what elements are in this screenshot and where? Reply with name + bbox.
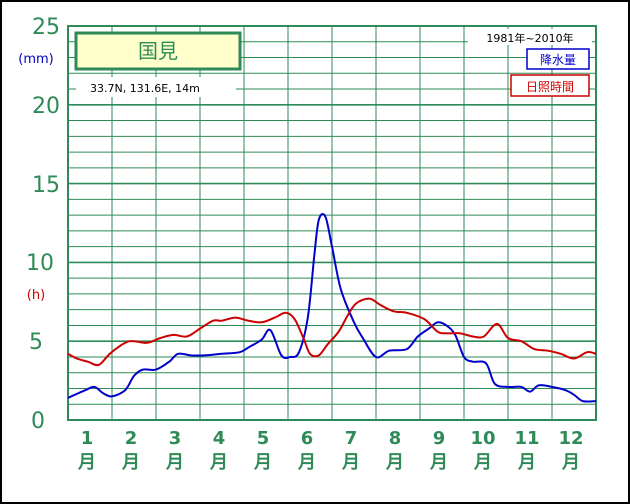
x-tick-label: 10 [470, 428, 495, 449]
x-tick-unit: 月 [297, 452, 316, 473]
location-info: 33.7N, 131.6E, 14m [90, 82, 200, 95]
y-tick-label: 5 [29, 330, 43, 355]
station-title-box [74, 31, 242, 71]
x-tick-unit: 月 [473, 452, 492, 473]
legend-sunshine: 日照時間 [526, 80, 574, 94]
x-tick-unit: 月 [165, 452, 184, 473]
x-tick-labels: 1 月 2 月 3 月 4 月 5 月 6 月 7 月 8 月 9 月 10 月 11 月 12 月 [77, 428, 584, 473]
x-tick-unit: 月 [517, 452, 536, 473]
legend-sunshine-box [510, 74, 590, 97]
y-tick-label: 15 [32, 173, 60, 198]
series-line-precipitation [67, 213, 597, 403]
legend-precip-box [526, 48, 590, 70]
x-tick-unit: 月 [385, 452, 404, 473]
x-tick-label: 8 [389, 428, 402, 449]
x-tick-unit: 月 [341, 452, 360, 473]
x-tick-label: 5 [257, 428, 270, 449]
period-label: 1981年~2010年 [486, 31, 573, 45]
x-tick-label: 6 [301, 428, 314, 449]
plot-border [67, 25, 597, 421]
x-tick-unit: 月 [253, 452, 272, 473]
x-tick-unit: 月 [121, 452, 140, 473]
y-tick-label: 25 [32, 15, 60, 40]
x-tick-label: 11 [514, 428, 539, 449]
series-line-sunshine [67, 297, 597, 367]
precip-unit-label: (mm) [18, 52, 53, 67]
x-tick-label: 1 [81, 428, 94, 449]
sunshine-unit-label: (h) [27, 288, 45, 303]
period-bg [468, 29, 592, 45]
x-tick-label: 7 [345, 428, 358, 449]
y-tick-labels: 25 20 15 10 5 0 [26, 15, 60, 434]
legend-precip: 降水量 [540, 53, 576, 67]
x-tick-unit: 月 [561, 452, 580, 473]
series-group [67, 213, 597, 403]
x-tick-unit: 月 [77, 452, 96, 473]
x-tick-label: 2 [125, 428, 138, 449]
x-tick-unit: 月 [209, 452, 228, 473]
x-tick-label: 12 [558, 428, 583, 449]
x-tick-label: 4 [213, 428, 226, 449]
x-tick-label: 3 [169, 428, 182, 449]
x-tick-unit: 月 [429, 452, 448, 473]
location-bg [76, 77, 236, 97]
y-tick-label: 20 [32, 94, 60, 119]
y-tick-label: 10 [26, 251, 54, 276]
y-tick-label: 0 [31, 409, 45, 434]
station-title: 国見 [138, 39, 178, 63]
x-tick-label: 9 [433, 428, 446, 449]
